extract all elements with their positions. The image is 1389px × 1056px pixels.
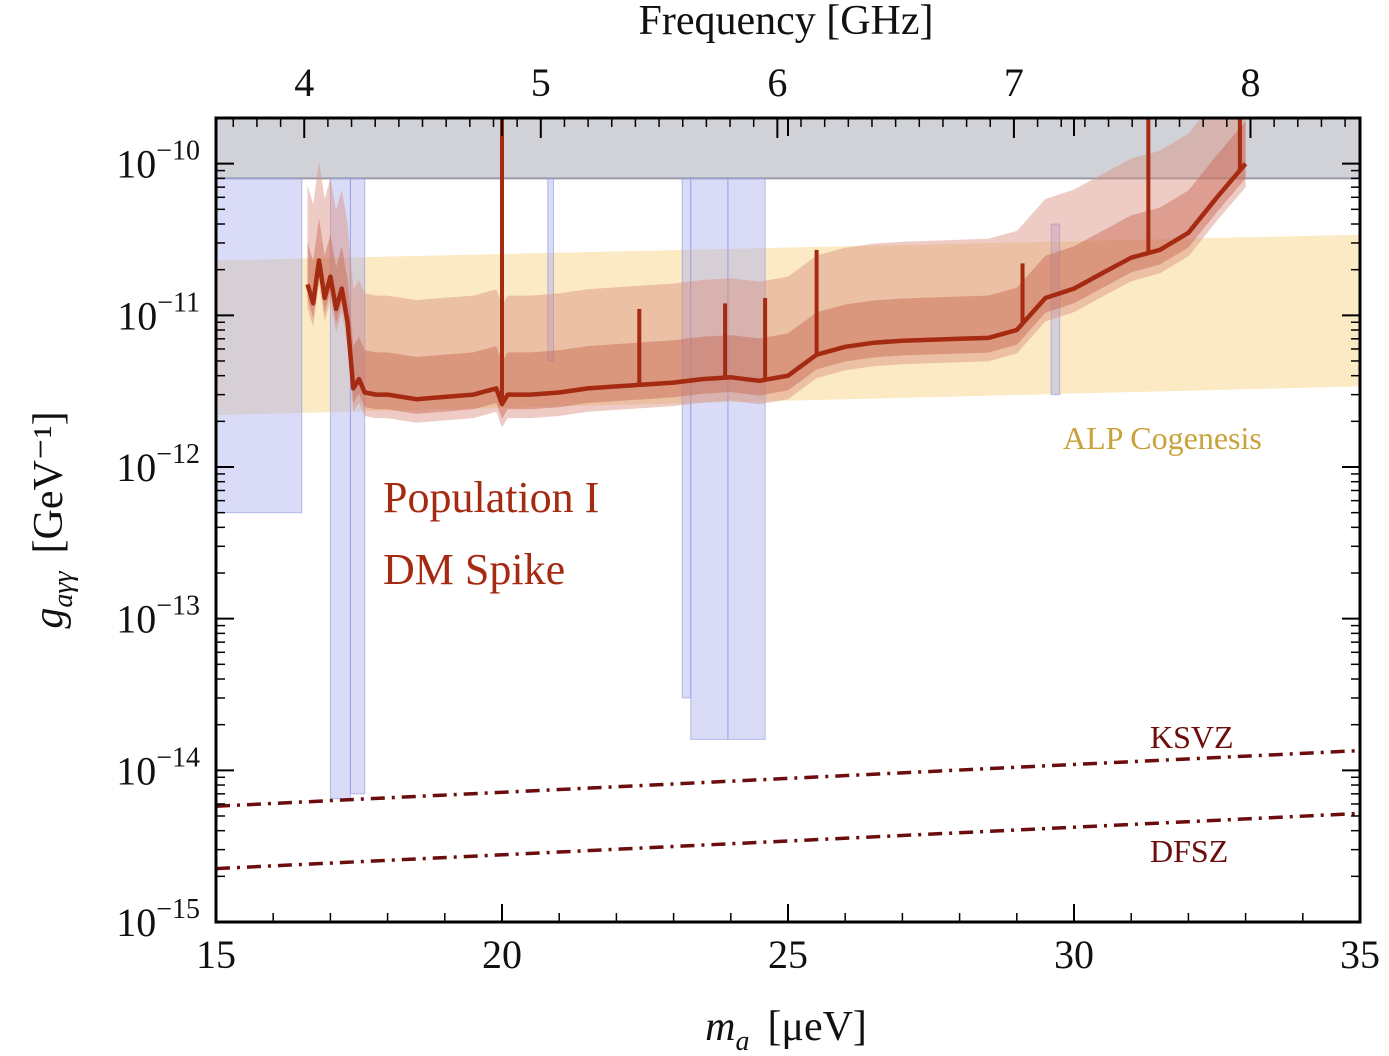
y-tick-exponent: −13: [156, 591, 200, 622]
y-tick-label--10: 10−10: [116, 136, 200, 187]
x-tick-label-15: 15: [196, 932, 236, 977]
top-tick-label-8: 8: [1240, 60, 1260, 105]
haloscope-exclusion-0: [216, 177, 303, 514]
dfsz-line: [216, 811, 1360, 871]
y-tick-label--13: 10−13: [116, 591, 200, 642]
haloscope-exclusion-2: [349, 177, 366, 795]
y-tick-base: 10: [116, 900, 156, 945]
y-tick-base: 10: [116, 597, 156, 642]
ksvz-label: KSVZ: [1150, 719, 1234, 755]
population-limit-line: [305, 162, 1248, 407]
haloscope-exclusion-7: [1050, 223, 1061, 396]
x-tick-label-25: 25: [768, 932, 808, 977]
top-axis-title: Frequency [GHz]: [638, 0, 933, 44]
y-tick-label--11: 10−11: [117, 287, 200, 338]
top-tick-label-6: 6: [767, 60, 787, 105]
y-tick-label--14: 10−14: [116, 742, 200, 793]
y-tick-base: 10: [116, 748, 156, 793]
y-tick-exponent: −11: [157, 287, 200, 318]
y-axis-var: g: [26, 608, 72, 629]
haloscope-exclusion-5: [690, 177, 729, 740]
population-band-inner: [307, 121, 1246, 419]
labels: Frequency [GHz] ma [μeV] gaγγ [GeV⁻¹] Popu…: [26, 0, 1262, 1056]
x-tick-label-30: 30: [1054, 932, 1094, 977]
population-label-line2: DM Spike: [383, 545, 565, 594]
x-axis-sub: a: [735, 1026, 749, 1056]
x-tick-label-35: 35: [1340, 932, 1380, 977]
y-axis-sub: aγγ: [48, 571, 79, 608]
x-axis-title: ma [μeV]: [705, 1004, 867, 1056]
y-tick-exponent: −15: [156, 894, 200, 925]
x-tick-label-20: 20: [482, 932, 522, 977]
haloscope-exclusion-4: [681, 177, 692, 699]
y-axis-unit: [GeV⁻¹]: [26, 411, 72, 553]
y-tick-label--12: 10−12: [116, 439, 200, 490]
alp-cogenesis-label: ALP Cogenesis: [1063, 420, 1262, 456]
top-tick-label-5: 5: [531, 60, 551, 105]
population-band-outer: [307, 118, 1246, 428]
top-tick-label-4: 4: [294, 60, 314, 105]
top-tick-label-7: 7: [1004, 60, 1024, 105]
y-axis-title: gaγγ [GeV⁻¹]: [26, 411, 79, 628]
axes: 15 20 25 30 3510−1510−1410−1310−1210−1110−10…: [116, 60, 1380, 977]
x-axis-var: m: [705, 1004, 735, 1050]
y-tick-exponent: −10: [156, 136, 200, 167]
plot-area: [216, 118, 1360, 871]
y-tick-base: 10: [117, 293, 157, 338]
ksvz-line: [216, 748, 1360, 808]
y-tick-base: 10: [116, 142, 156, 187]
population-label-line1: Population I: [383, 473, 599, 522]
dfsz-label: DFSZ: [1150, 833, 1228, 869]
haloscope-exclusion-6: [727, 177, 766, 740]
y-tick-exponent: −14: [156, 742, 200, 773]
haloscope-exclusion-3: [547, 177, 554, 362]
y-tick-exponent: −12: [156, 439, 200, 470]
y-tick-label--15: 10−15: [116, 894, 200, 945]
x-axis-unit: [μeV]: [767, 1004, 866, 1050]
y-tick-base: 10: [116, 445, 156, 490]
